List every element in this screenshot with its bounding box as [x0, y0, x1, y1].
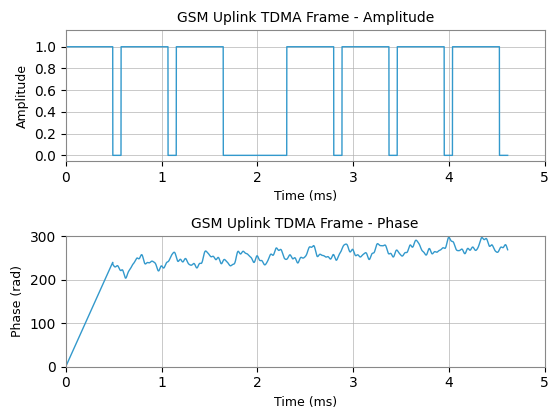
Title: GSM Uplink TDMA Frame - Amplitude: GSM Uplink TDMA Frame - Amplitude: [176, 11, 434, 25]
X-axis label: Time (ms): Time (ms): [274, 396, 337, 409]
Y-axis label: Phase (rad): Phase (rad): [11, 265, 24, 337]
Title: GSM Uplink TDMA Frame - Phase: GSM Uplink TDMA Frame - Phase: [192, 217, 419, 231]
Y-axis label: Amplitude: Amplitude: [16, 63, 29, 128]
X-axis label: Time (ms): Time (ms): [274, 190, 337, 203]
